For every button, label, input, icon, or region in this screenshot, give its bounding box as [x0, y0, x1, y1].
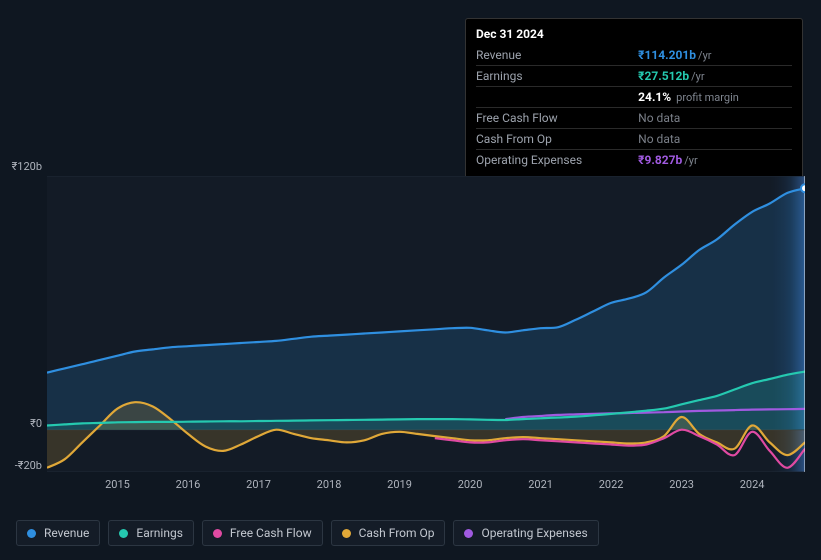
tooltip-row-revenue: Revenue ₹114.201b/yr — [476, 45, 792, 66]
tooltip-value: No data — [638, 129, 792, 150]
x-tick-label: 2024 — [732, 478, 772, 491]
y-tick-label: ₹0 — [0, 417, 42, 430]
financials-chart-container: Dec 31 2024 Revenue ₹114.201b/yr Earning… — [0, 0, 821, 560]
legend-swatch — [342, 529, 351, 538]
legend-label: Cash From Op — [359, 526, 435, 540]
x-tick-label: 2023 — [662, 478, 702, 491]
tooltip-row-opex: Operating Expenses ₹9.827b/yr — [476, 150, 792, 171]
legend-item-cfo[interactable]: Cash From Op — [331, 520, 446, 546]
legend-label: Earnings — [136, 526, 183, 540]
tooltip-row-cfo: Cash From Op No data — [476, 129, 792, 150]
tooltip-label: Revenue — [476, 45, 638, 66]
y-tick-label: ₹120b — [0, 160, 42, 173]
tooltip-row-margin: 24.1% profit margin — [476, 87, 792, 108]
tooltip-label: Operating Expenses — [476, 150, 638, 171]
x-tick-label: 2018 — [309, 478, 349, 491]
y-tick-label: -₹20b — [0, 459, 42, 472]
tooltip-date: Dec 31 2024 — [476, 27, 792, 41]
tooltip-value: No data — [638, 108, 792, 129]
chart-legend: Revenue Earnings Free Cash Flow Cash Fro… — [16, 520, 599, 546]
legend-item-revenue[interactable]: Revenue — [16, 520, 100, 546]
legend-item-fcf[interactable]: Free Cash Flow — [202, 520, 323, 546]
legend-item-opex[interactable]: Operating Expenses — [453, 520, 598, 546]
legend-swatch — [27, 529, 36, 538]
legend-label: Revenue — [44, 526, 89, 540]
tooltip-label: Earnings — [476, 66, 638, 87]
chart-tooltip: Dec 31 2024 Revenue ₹114.201b/yr Earning… — [465, 18, 803, 179]
tooltip-table: Revenue ₹114.201b/yr Earnings ₹27.512b/y… — [476, 45, 792, 170]
legend-swatch — [119, 529, 128, 538]
tooltip-value: ₹27.512b/yr — [638, 66, 792, 87]
tooltip-label: Cash From Op — [476, 129, 638, 150]
x-tick-label: 2017 — [239, 478, 279, 491]
x-tick-label: 2020 — [450, 478, 490, 491]
tooltip-value: ₹9.827b/yr — [638, 150, 792, 171]
tooltip-row-earnings: Earnings ₹27.512b/yr — [476, 66, 792, 87]
legend-swatch — [464, 529, 473, 538]
legend-label: Free Cash Flow — [230, 526, 312, 540]
x-tick-label: 2021 — [521, 478, 561, 491]
tooltip-row-fcf: Free Cash Flow No data — [476, 108, 792, 129]
tooltip-label: Free Cash Flow — [476, 108, 638, 129]
tooltip-value: ₹114.201b/yr — [638, 45, 792, 66]
x-tick-label: 2022 — [591, 478, 631, 491]
chart-plot-area[interactable] — [47, 176, 805, 472]
legend-item-earnings[interactable]: Earnings — [108, 520, 194, 546]
x-tick-label: 2015 — [98, 478, 138, 491]
chart-svg[interactable] — [47, 176, 805, 472]
tooltip-margin: 24.1% profit margin — [638, 87, 792, 108]
legend-label: Operating Expenses — [481, 526, 587, 540]
legend-swatch — [213, 529, 222, 538]
x-tick-label: 2019 — [380, 478, 420, 491]
x-tick-label: 2016 — [168, 478, 208, 491]
